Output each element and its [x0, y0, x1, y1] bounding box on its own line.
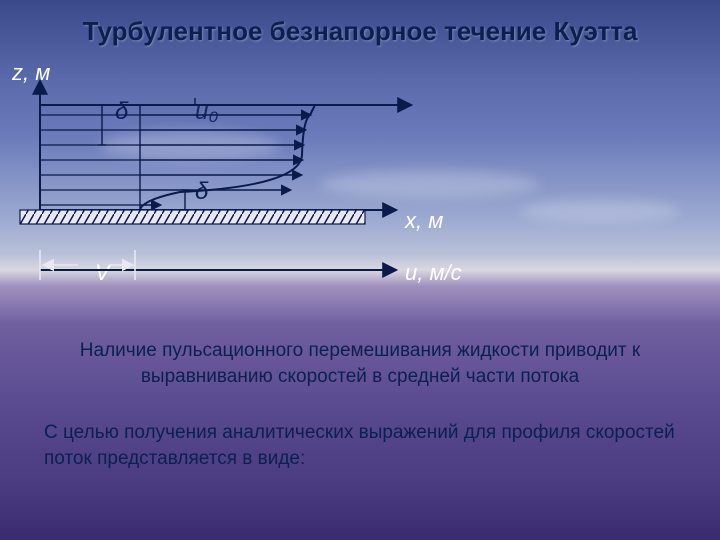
- velocity-vectors: [140, 115, 310, 205]
- velocity-profile-curve: [140, 105, 315, 210]
- page-title: Турбулентное безнапорное течение Куэтта: [0, 16, 720, 47]
- strata-lines: [40, 115, 140, 205]
- couette-flow-diagram: [10, 60, 490, 320]
- paragraph-2: С целью получения аналитических выражени…: [24, 420, 696, 471]
- paragraph-1: Наличие пульсационного перемешивания жид…: [24, 338, 696, 389]
- V-dimension: [40, 250, 135, 280]
- delta-brace-1: [98, 105, 106, 145]
- delta-brace-2: [181, 190, 189, 210]
- ground-hatch: [20, 210, 365, 224]
